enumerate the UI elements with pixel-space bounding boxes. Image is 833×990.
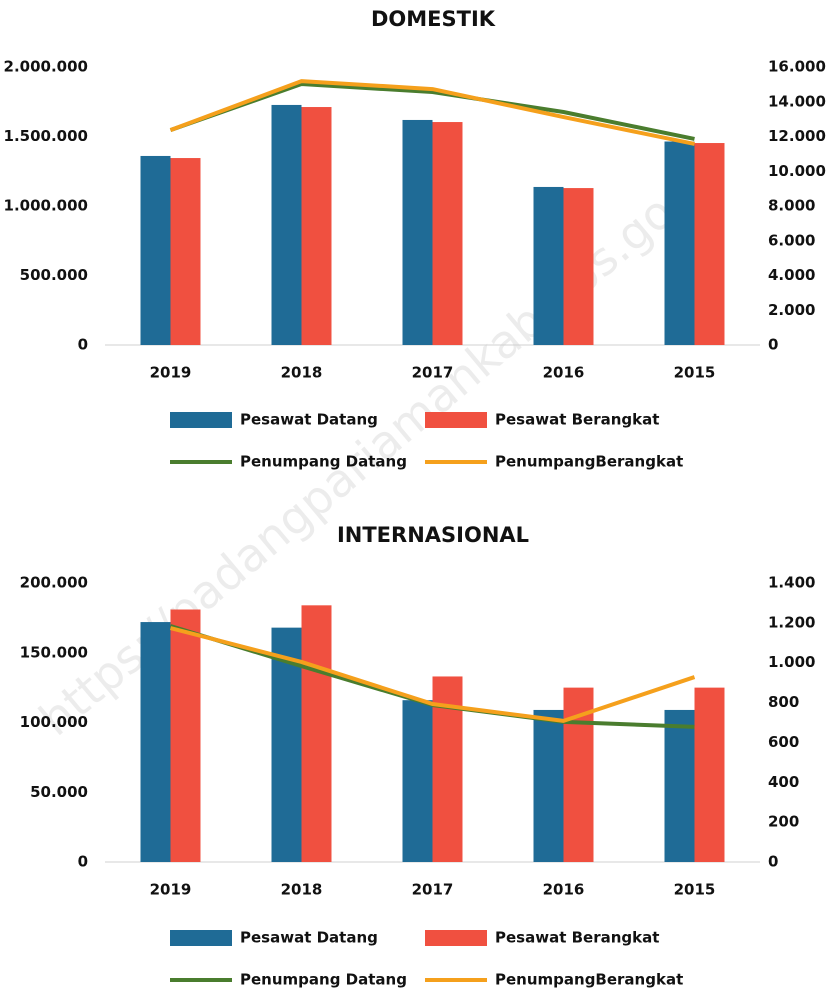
y2-tick-label: 1.000 [768,653,815,671]
legend-swatch [425,412,487,428]
y-tick-label: 0 [78,853,88,871]
y-tick-label: 50.000 [30,783,88,801]
line [169,79,695,146]
x-tick-label: 2019 [150,881,192,899]
legend-swatch [170,412,232,428]
bar [533,186,564,345]
legend-label: PenumpangBerangkat [495,453,683,471]
bar [694,687,725,862]
bar [301,605,332,862]
legend-label: Penumpang Datang [240,971,407,989]
y-tick-label: 100.000 [20,713,88,731]
bar [140,155,171,345]
bar [533,709,564,862]
y2-tick-label: 8.000 [768,197,815,215]
y-tick-label: 2.000.000 [4,58,88,76]
y2-tick-label: 4.000 [768,266,815,284]
x-tick-label: 2015 [674,881,716,899]
x-tick-label: 2018 [281,881,323,899]
x-tick-label: 2016 [543,364,585,382]
y2-tick-label: 600 [768,733,799,751]
y2-tick-label: 6.000 [768,231,815,249]
y-tick-label: 200.000 [20,574,88,592]
legend-swatch [170,930,232,946]
y-tick-label: 0 [78,336,88,354]
legend-label: Pesawat Datang [240,411,378,429]
bar [170,609,201,862]
bar [432,122,463,345]
y2-tick-label: 16.000 [768,58,826,76]
legend-label: Pesawat Datang [240,929,378,947]
y2-tick-label: 400 [768,773,799,791]
y-tick-label: 150.000 [20,643,88,661]
y2-tick-label: 1.200 [768,613,815,631]
bar [170,158,201,345]
bar [301,107,332,345]
bar [664,141,695,345]
legend-label: PenumpangBerangkat [495,971,683,989]
y2-tick-label: 800 [768,693,799,711]
y2-tick-label: 12.000 [768,127,826,145]
bar [140,622,171,862]
chart-title: INTERNASIONAL [337,523,529,547]
x-tick-label: 2017 [412,881,454,899]
legend-label: Pesawat Berangkat [495,411,659,429]
x-tick-label: 2019 [150,364,192,382]
y2-tick-label: 1.400 [768,574,815,592]
y2-tick-label: 0 [768,853,778,871]
legend-label: Penumpang Datang [240,453,407,471]
watermark: https://padangpariamankab.bps.go.id [29,148,727,746]
bar [271,104,302,346]
line [169,626,696,723]
y2-tick-label: 14.000 [768,92,826,110]
bar [271,627,302,862]
y-tick-label: 500.000 [20,266,88,284]
legend-swatch [425,930,487,946]
y-tick-label: 1.500.000 [4,127,88,145]
bar [694,143,725,345]
chart-title: DOMESTIK [371,7,496,31]
y2-tick-label: 2.000 [768,301,815,319]
y2-tick-label: 200 [768,813,799,831]
bar [402,700,433,862]
y-tick-label: 1.000.000 [4,197,88,215]
x-tick-label: 2015 [674,364,716,382]
bar [664,709,695,862]
legend-label: Pesawat Berangkat [495,929,659,947]
x-tick-label: 2016 [543,881,585,899]
y2-tick-label: 0 [768,336,778,354]
y2-tick-label: 10.000 [768,162,826,180]
bar [563,188,594,345]
x-tick-label: 2018 [281,364,323,382]
x-tick-label: 2017 [412,364,454,382]
bar [402,119,433,345]
